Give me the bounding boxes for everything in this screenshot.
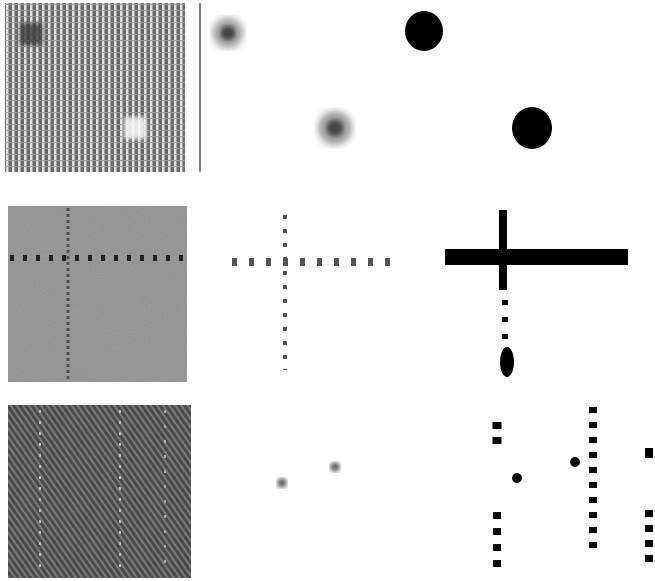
fabric-image — [8, 405, 191, 578]
segmentation-blob — [500, 347, 514, 377]
segmentation-blob — [405, 11, 443, 51]
saliency-dot — [277, 478, 287, 488]
saliency-dot — [330, 462, 340, 472]
row-3 — [8, 405, 649, 578]
saliency-core — [327, 120, 343, 136]
defect-dark — [20, 23, 42, 45]
segmentation-dot — [512, 473, 522, 483]
defect-light — [124, 117, 146, 139]
saliency-core — [221, 26, 235, 40]
fabric-texture — [8, 206, 187, 382]
row-2 — [8, 206, 628, 382]
row-1 — [5, 3, 552, 172]
segmentation-dot — [570, 457, 580, 467]
segmentation-blob — [512, 107, 552, 149]
